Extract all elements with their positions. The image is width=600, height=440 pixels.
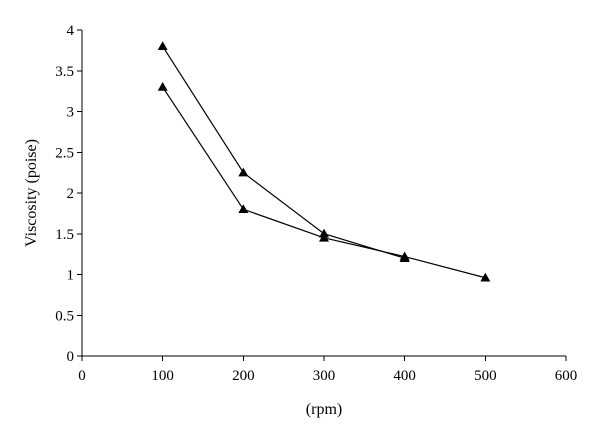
- x-tick-label: 500: [474, 368, 497, 384]
- data-point-marker: [319, 232, 329, 242]
- y-axis-label: Viscosity (poise): [23, 139, 40, 247]
- axes: [81, 30, 566, 357]
- x-tick-label: 0: [78, 368, 86, 384]
- series-2: [157, 82, 491, 282]
- y-ticks: 0 0.5 1 1.5 2 2.5 3 3.5 4: [55, 23, 82, 365]
- x-tick-label: 200: [232, 368, 255, 384]
- data-point-marker: [399, 251, 410, 261]
- x-tick-label: 400: [393, 368, 416, 384]
- x-tick-label: 600: [555, 368, 578, 384]
- data-point-marker: [157, 82, 168, 91]
- series-line: [162, 45, 405, 259]
- x-axis-label: (rpm): [306, 401, 342, 418]
- y-tick-label: 2: [67, 186, 75, 202]
- x-tick-label: 100: [151, 368, 174, 384]
- y-tick-label: 1: [67, 268, 75, 284]
- y-tick-label: 3: [67, 105, 75, 121]
- x-ticks: 0 100 200 300 400 500 600: [78, 356, 577, 384]
- y-tick-label: 2.5: [55, 145, 74, 161]
- y-tick-label: 0.5: [55, 308, 74, 324]
- y-tick-label: 0: [67, 349, 75, 365]
- x-tick-label: 300: [313, 368, 336, 384]
- data-point-marker: [238, 167, 249, 177]
- data-point-marker: [238, 204, 249, 214]
- data-point-marker: [480, 272, 491, 282]
- series-group: [157, 41, 491, 282]
- data-point-marker: [157, 41, 168, 51]
- y-tick-label: 3.5: [55, 64, 74, 80]
- y-tick-label: 4: [67, 23, 75, 39]
- series-1: [157, 41, 410, 262]
- y-tick-label: 1.5: [55, 227, 74, 243]
- series-line: [162, 86, 486, 279]
